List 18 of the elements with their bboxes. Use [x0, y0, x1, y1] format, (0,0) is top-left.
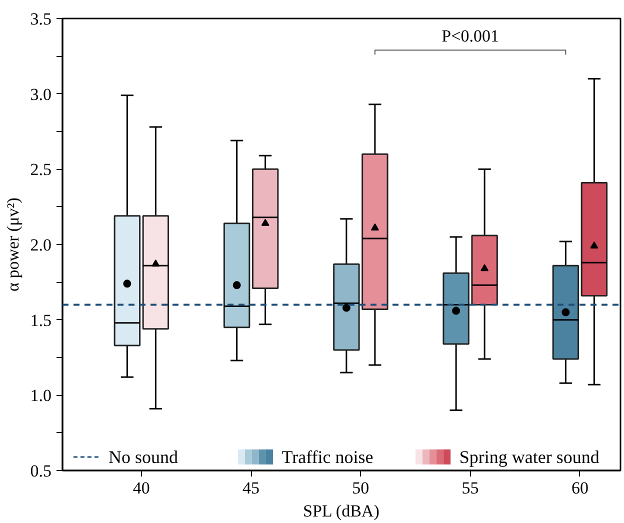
x-axis-title: SPL (dBA): [303, 502, 380, 520]
y-axis-title: α power (μv²): [3, 198, 22, 292]
legend-label: No sound: [108, 446, 178, 467]
x-tick-label: 60: [571, 478, 588, 498]
x-tick-label: 45: [242, 478, 260, 498]
legend-label: Traffic noise: [282, 446, 374, 467]
x-tick-label: 55: [462, 478, 479, 498]
y-tick-label: 3.0: [30, 84, 52, 104]
y-tick-label: 1.5: [30, 310, 52, 330]
y-tick-label: 0.5: [30, 462, 52, 480]
y-tick-label: 3.5: [30, 10, 52, 28]
x-tick-label: 40: [132, 478, 150, 498]
y-tick-label: 1.0: [30, 386, 52, 406]
y-tick-label: 2.0: [30, 236, 52, 254]
x-tick-label: 50: [352, 478, 370, 498]
annotation: P<0.001: [442, 26, 499, 46]
y-tick-label: 2.5: [30, 160, 52, 180]
legend-label: Spring water sound: [459, 446, 600, 467]
